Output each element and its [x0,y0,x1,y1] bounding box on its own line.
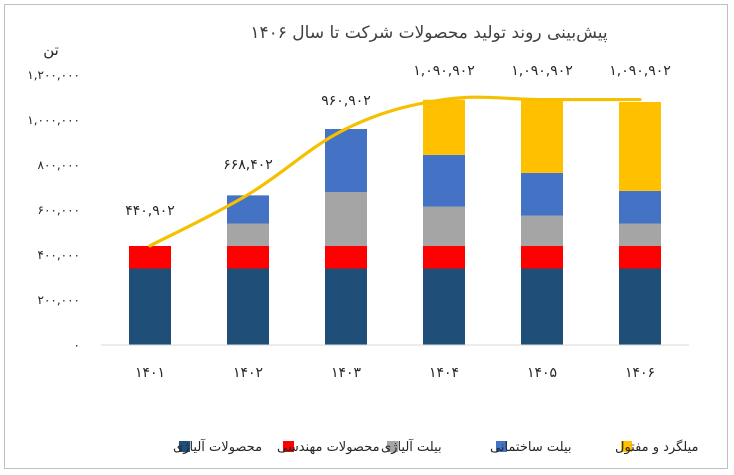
bar-segment [423,99,465,155]
y-axis-ticks: ۰ ۲۰۰,۰۰۰ ۴۰۰,۰۰۰ ۶۰۰,۰۰۰ ۸۰۰,۰۰۰ ۱,۰۰۰,۰۰۰ ۱,… [27,68,80,352]
legend-swatch [496,441,507,452]
bar-segment [619,268,661,345]
x-axis-categories: ۱۴۰۱ ۱۴۰۲ ۱۴۰۳ ۱۴۰۴ ۱۴۰۵ ۱۴۰۶ [135,365,655,381]
chart-svg: پیش‌بینی روند تولید محصولات شرکت تا سال … [27,23,699,455]
legend-swatch [283,441,294,452]
bar-segment [227,195,269,224]
bars-group [129,99,661,345]
x-category-label: ۱۴۰۱ [135,365,165,381]
chart-frame: پیش‌بینی روند تولید محصولات شرکت تا سال … [4,4,728,469]
legend-label: بیلت ساختمانی [490,440,572,455]
y-axis-unit-label: تن [43,41,59,59]
bar-segment [619,102,661,191]
bar-segment [521,246,563,269]
bar-segment [521,99,563,173]
bar-segment [619,190,661,224]
bar-segment [227,246,269,269]
x-category-label: ۱۴۰۶ [625,365,655,381]
y-tick-label: ۸۰۰,۰۰۰ [38,158,81,172]
legend-label: محصولات آلیاژی [173,438,262,455]
total-data-label: ۴۴۰,۹۰۲ [125,203,175,219]
x-category-label: ۱۴۰۲ [233,365,263,381]
legend: محصولات آلیاژی محصولات مهندسی بیلت آلیاژی ب… [173,438,699,455]
bar-segment [423,246,465,269]
bar-segment [521,268,563,345]
bar-segment [325,129,367,192]
bar-segment [423,154,465,207]
bar-segment [619,246,661,269]
x-category-label: ۱۴۰۳ [331,365,362,381]
total-data-label: ۱,۰۹۰,۹۰۲ [413,63,475,79]
bar-segment [325,268,367,345]
bar-segment [325,246,367,269]
legend-swatch [621,441,632,452]
total-data-label: ۱,۰۹۰,۹۰۲ [609,63,671,79]
bar-segment [325,192,367,246]
total-data-label: ۹۶۰,۹۰۲ [321,93,371,109]
y-tick-label: ۱,۲۰۰,۰۰۰ [27,68,80,82]
y-tick-label: ۰ [74,338,80,352]
legend-label: محصولات مهندسی [277,440,380,455]
x-category-label: ۱۴۰۵ [527,365,557,381]
y-tick-label: ۴۰۰,۰۰۰ [38,248,81,262]
legend-label: میلگرد و مفتول [615,439,699,455]
y-tick-label: ۶۰۰,۰۰۰ [38,203,81,217]
bar-segment [521,172,563,216]
total-data-labels: ۴۴۰,۹۰۲ ۶۶۸,۴۰۲ ۹۶۰,۹۰۲ ۱,۰۹۰,۹۰۲ ۱,۰۹۰,۹۰۲ ۱… [125,63,671,219]
chart-title: پیش‌بینی روند تولید محصولات شرکت تا سال … [250,23,608,43]
y-tick-label: ۱,۰۰۰,۰۰۰ [27,113,80,127]
legend-swatch [387,441,398,452]
legend-label: بیلت آلیاژی [381,438,442,455]
bar-segment [129,268,171,345]
bar-segment [619,223,661,246]
bar-segment [423,206,465,246]
total-data-label: ۱,۰۹۰,۹۰۲ [511,63,573,79]
bar-segment [227,223,269,246]
bar-segment [521,215,563,246]
total-data-label: ۶۶۸,۴۰۲ [223,157,273,173]
bar-segment [129,246,171,269]
bar-segment [423,268,465,345]
legend-swatch [179,441,190,452]
bar-segment [227,268,269,345]
x-category-label: ۱۴۰۴ [429,365,459,381]
total-trend-line [148,95,642,248]
y-tick-label: ۲۰۰,۰۰۰ [38,293,81,307]
